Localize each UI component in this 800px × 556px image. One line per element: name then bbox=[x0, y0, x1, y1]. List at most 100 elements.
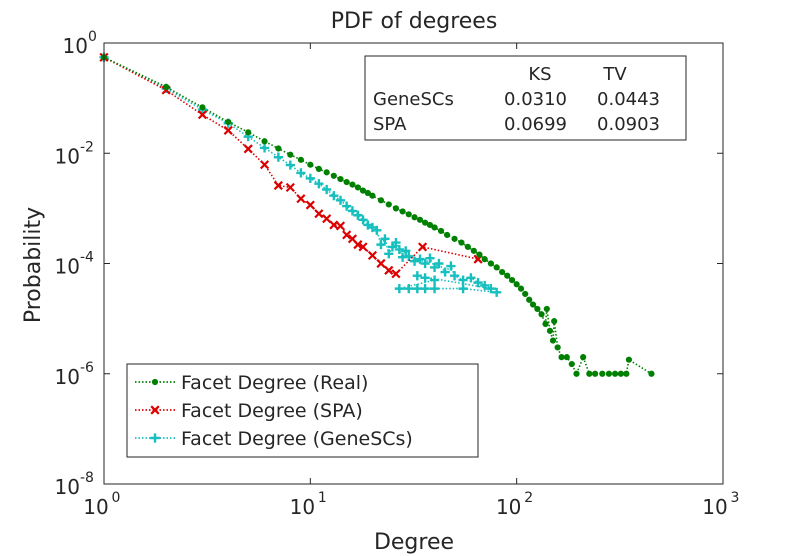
y-tick-label: 10 bbox=[55, 365, 80, 389]
data-point bbox=[380, 234, 390, 244]
y-tick-label-exponent: -8 bbox=[80, 470, 94, 486]
data-point bbox=[405, 211, 412, 218]
data-point bbox=[385, 201, 392, 208]
series-layer bbox=[99, 52, 655, 377]
data-point bbox=[358, 215, 368, 225]
data-point bbox=[434, 258, 444, 269]
data-point bbox=[437, 227, 445, 235]
data-point bbox=[542, 320, 549, 328]
data-point bbox=[322, 214, 332, 224]
data-point bbox=[391, 269, 401, 279]
data-point bbox=[422, 219, 429, 226]
data-point bbox=[322, 184, 332, 195]
data-point bbox=[297, 156, 304, 163]
x-tick-label: 10 bbox=[496, 495, 521, 519]
data-point bbox=[481, 256, 488, 263]
data-point bbox=[492, 287, 502, 297]
data-point bbox=[426, 221, 434, 229]
data-point bbox=[404, 251, 414, 261]
data-point bbox=[617, 370, 624, 377]
tick-label-layer: 10 0 10 1 10 2 10 310 010 -210 -410 -610 -8 bbox=[55, 29, 740, 519]
data-point bbox=[349, 181, 356, 188]
data-point bbox=[259, 143, 270, 153]
y-tick-label-exponent: 0 bbox=[88, 29, 97, 45]
data-point bbox=[412, 284, 422, 294]
stats-header-ks: KS bbox=[528, 64, 551, 85]
data-point bbox=[296, 194, 306, 204]
data-point bbox=[296, 168, 306, 178]
data-point bbox=[420, 258, 430, 269]
data-point bbox=[354, 184, 361, 191]
data-point bbox=[586, 370, 593, 377]
y-tick-label: 10 bbox=[55, 255, 80, 279]
data-point bbox=[259, 160, 270, 170]
data-point bbox=[394, 244, 404, 255]
data-point bbox=[394, 284, 404, 294]
data-point bbox=[526, 296, 533, 303]
y-tick-label-exponent: -4 bbox=[80, 250, 94, 266]
data-point bbox=[376, 240, 386, 250]
x-tick-label-exponent: 2 bbox=[524, 490, 533, 506]
tick-layer bbox=[103, 42, 724, 485]
data-point bbox=[314, 209, 324, 219]
data-point bbox=[551, 318, 558, 325]
x-tick-label: 10 bbox=[702, 495, 727, 519]
data-point bbox=[384, 265, 394, 275]
y-axis-label: Probability bbox=[21, 207, 46, 323]
data-point bbox=[508, 276, 516, 284]
legend-label-genescs: Facet Degree (GeneSCs) bbox=[181, 428, 413, 450]
data-point bbox=[199, 104, 206, 111]
data-point bbox=[554, 344, 561, 351]
data-point bbox=[476, 251, 483, 258]
data-point bbox=[353, 210, 363, 220]
data-point bbox=[493, 264, 500, 271]
data-point bbox=[337, 175, 344, 183]
data-point bbox=[359, 187, 367, 194]
legend-swatch-marker bbox=[150, 405, 160, 415]
data-point bbox=[409, 256, 420, 266]
data-point bbox=[563, 354, 570, 361]
data-point bbox=[431, 224, 438, 231]
legend-swatches bbox=[135, 378, 175, 443]
data-point bbox=[330, 172, 337, 179]
data-point bbox=[377, 197, 385, 204]
data-point bbox=[225, 118, 232, 126]
x-tick-label-exponent: 3 bbox=[731, 490, 740, 506]
data-point bbox=[425, 253, 435, 263]
data-point bbox=[522, 290, 529, 298]
x-tick-label: 10 bbox=[290, 495, 315, 519]
data-point bbox=[275, 145, 282, 152]
x-tick-label-exponent: 0 bbox=[112, 490, 121, 506]
data-point bbox=[538, 311, 545, 318]
x-axis-label: Degree bbox=[374, 530, 454, 555]
data-point bbox=[612, 370, 619, 377]
data-point bbox=[429, 284, 440, 294]
data-point bbox=[558, 354, 565, 361]
data-point bbox=[369, 192, 376, 199]
chart-title: PDF of degrees bbox=[331, 9, 498, 34]
legend-label-spa: Facet Degree (SPA) bbox=[181, 400, 363, 422]
x-tick-label-exponent: 1 bbox=[318, 490, 327, 506]
data-point bbox=[367, 250, 378, 261]
data-point bbox=[353, 240, 363, 250]
data-point bbox=[449, 271, 460, 281]
data-point bbox=[401, 246, 411, 256]
stats-row-label: SPA bbox=[373, 114, 407, 135]
data-point bbox=[549, 337, 557, 344]
data-point bbox=[568, 360, 575, 368]
data-point bbox=[534, 305, 541, 313]
data-point bbox=[473, 278, 483, 288]
data-point bbox=[480, 280, 490, 291]
data-point bbox=[513, 281, 520, 288]
data-point bbox=[314, 179, 324, 189]
data-point bbox=[358, 242, 368, 252]
data-point bbox=[451, 235, 458, 242]
data-point bbox=[429, 275, 440, 285]
data-point bbox=[323, 169, 330, 176]
data-point bbox=[499, 268, 506, 276]
data-point bbox=[384, 249, 394, 259]
data-point bbox=[440, 267, 450, 277]
data-point bbox=[307, 161, 314, 168]
data-point bbox=[446, 261, 456, 271]
